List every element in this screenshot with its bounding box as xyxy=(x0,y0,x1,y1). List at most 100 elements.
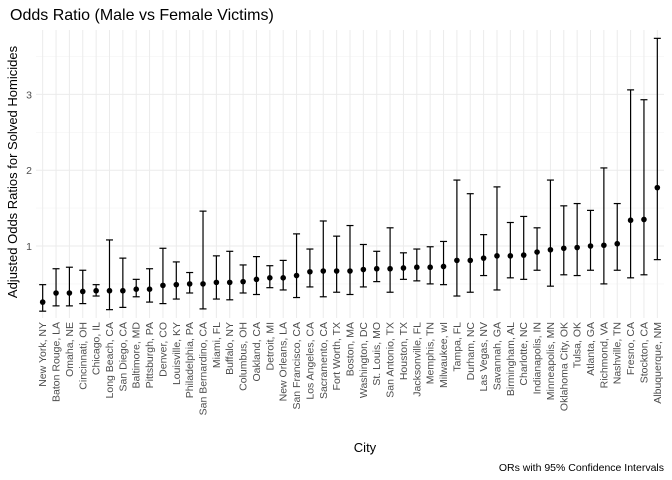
data-point xyxy=(213,279,220,286)
x-tick-label: Baltimore, MD xyxy=(131,322,143,389)
data-point xyxy=(333,268,340,274)
data-point xyxy=(480,255,487,261)
data-point xyxy=(240,278,246,285)
error-bar xyxy=(587,209,595,271)
data-point xyxy=(186,281,193,287)
x-tick-label: Memphis, TN xyxy=(425,322,437,384)
x-tick-label: Los Angeles, CA xyxy=(304,322,316,400)
data-point xyxy=(347,268,353,274)
data-points xyxy=(39,184,661,305)
error-bar xyxy=(199,210,207,310)
error-bar xyxy=(172,261,180,300)
data-point xyxy=(267,275,273,281)
error-bar xyxy=(533,227,541,271)
data-point xyxy=(360,266,367,273)
error-bar xyxy=(119,257,127,308)
x-tick-label: Louisville, KY xyxy=(171,322,183,385)
data-point xyxy=(641,216,647,223)
data-point xyxy=(454,257,460,264)
x-tick-label: Atlanta, GA xyxy=(585,322,597,376)
error-bar xyxy=(293,233,301,299)
error-bar xyxy=(493,186,501,291)
data-point xyxy=(574,244,580,251)
x-tick-label: Richmond, VA xyxy=(598,322,610,388)
data-point xyxy=(173,281,180,288)
data-point xyxy=(560,245,567,252)
y-axis-title: Adjusted Odds Ratios for Solved Homicide… xyxy=(5,45,20,298)
data-point xyxy=(39,299,46,305)
x-tick-label: Milwaukee, wI xyxy=(438,322,450,388)
data-point xyxy=(93,287,99,294)
x-tick-label: Oklahoma City, OK xyxy=(558,322,570,411)
x-tick-label: Las Vegas, NV xyxy=(478,322,490,391)
error-bar xyxy=(306,248,314,288)
x-tick-label: Fort Worth, TX xyxy=(331,322,343,390)
error-bar xyxy=(252,256,260,296)
y-tick-label: 2 xyxy=(26,165,32,177)
error-bar xyxy=(440,240,448,286)
data-point xyxy=(373,265,380,272)
x-tick-label: Minneapolis, MN xyxy=(545,322,557,400)
x-tick-label: Durham, NC xyxy=(465,322,477,381)
x-tick-label: Pittsburgh, PA xyxy=(144,322,156,388)
x-tick-label: Houston, TX xyxy=(398,322,410,380)
x-tick-label: Sacramento, CA xyxy=(318,322,330,399)
error-bar xyxy=(79,269,87,305)
error-bar xyxy=(105,239,113,311)
data-point xyxy=(120,287,126,294)
x-tick-label: Columbus, OH xyxy=(238,322,250,391)
x-tick-label: Omaha, NE xyxy=(64,322,76,377)
x-tick-label: Chicago, IL xyxy=(91,322,103,375)
x-axis-ticks: New York, NY Baton Rouge, LA Omaha, NE Cinc… xyxy=(37,322,664,416)
data-point xyxy=(200,281,206,287)
x-tick-label: Miami, FL xyxy=(211,322,223,368)
x-tick-label: Nashville, TN xyxy=(612,322,624,384)
error-bar xyxy=(346,224,354,296)
data-point xyxy=(320,268,327,274)
y-tick-label: 3 xyxy=(26,89,32,101)
x-axis-title: City xyxy=(354,440,377,455)
error-bar xyxy=(520,215,528,280)
x-tick-label: San Bernardino, CA xyxy=(198,322,210,415)
error-bar xyxy=(333,235,341,293)
x-tick-label: Savannah, GA xyxy=(491,322,503,390)
error-bar xyxy=(613,202,621,271)
error-bar xyxy=(319,220,327,298)
data-point xyxy=(440,263,447,270)
x-tick-label: New Orleans, LA xyxy=(278,322,290,401)
x-tick-label: Tulsa, OK xyxy=(572,322,584,368)
x-tick-label: Oakland, CA xyxy=(251,322,263,382)
error-bar xyxy=(627,89,635,279)
error-bar xyxy=(506,221,514,279)
data-point xyxy=(467,257,474,264)
error-bar xyxy=(560,205,568,276)
x-tick-label: Stockton, CA xyxy=(638,322,650,383)
error-bar xyxy=(466,193,474,293)
error-bar xyxy=(600,167,608,285)
data-point xyxy=(133,286,140,293)
error-bar xyxy=(159,247,167,305)
x-tick-label: Buffalo, NY xyxy=(224,322,236,375)
error-bar xyxy=(640,99,648,276)
error-bar xyxy=(65,266,73,307)
error-bar xyxy=(226,250,234,301)
data-point xyxy=(307,268,313,275)
x-tick-label: San Francisco, CA xyxy=(291,322,303,410)
chart-caption: ORs with 95% Confidence Intervals xyxy=(499,462,664,474)
data-point xyxy=(654,184,661,191)
x-tick-label: San Antonio, TX xyxy=(385,322,397,398)
data-point xyxy=(520,252,527,258)
x-tick-label: Baton Rouge, LA xyxy=(51,322,63,402)
data-point xyxy=(280,275,286,281)
error-bar xyxy=(573,202,581,277)
error-bar xyxy=(39,284,47,312)
error-bar xyxy=(386,227,394,293)
x-tick-label: Cincinnati, OH xyxy=(77,322,89,390)
data-point xyxy=(507,253,514,259)
x-tick-label: Washington, DC xyxy=(358,322,370,398)
data-point xyxy=(427,264,433,271)
error-bar xyxy=(480,234,488,277)
data-point xyxy=(387,265,393,272)
x-tick-label: Long Beach, CA xyxy=(104,322,116,398)
